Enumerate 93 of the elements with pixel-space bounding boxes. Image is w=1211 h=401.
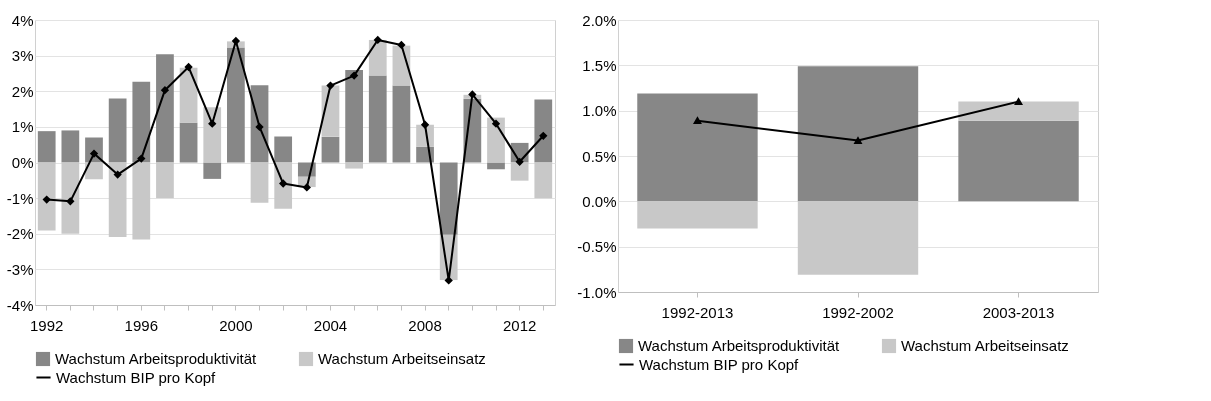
legend-label: Wachstum BIP pro Kopf [639,355,800,373]
point [184,63,193,71]
point [42,195,51,204]
bar [345,162,363,169]
point [854,137,862,144]
y-tick-label: 3% [11,47,34,65]
point [492,119,500,128]
bar [958,120,1079,202]
legend-label: Wachstum Arbeitsproduktivität [55,350,258,367]
point [326,81,335,90]
bar [37,162,56,231]
y-tick-label: 1% [11,118,34,136]
legend-label: Wachstum Arbeitseinsatz [901,337,1069,354]
bar [345,69,363,163]
bar [368,75,387,163]
bar [439,162,458,235]
bar [203,107,222,163]
point [444,276,453,285]
bar [368,39,387,76]
x-tick-label: 1992-2013 [661,303,734,321]
bar [534,99,553,163]
point [539,132,548,140]
y-tick-label: 0.5% [582,147,617,165]
bar [156,162,174,199]
bar [156,54,174,163]
x-tick-label: 2004 [313,316,348,334]
y-tick-label: -1.0% [577,283,617,301]
bar [487,117,505,163]
point [208,119,216,128]
bar [637,201,758,229]
bar [797,201,919,275]
bar [250,162,269,203]
x-tick-label: 1992-2002 [822,303,894,321]
bar [227,47,245,163]
x-tick-label: 1996 [124,316,158,334]
point [137,154,146,163]
bar [85,162,103,180]
y-tick-label: -2% [6,225,34,243]
y-tick-label: 2% [11,82,34,100]
point [279,179,287,188]
y-tick-label: -0.5% [577,238,617,256]
x-tick-label: 2008 [408,316,442,334]
bar [179,67,198,123]
point [693,117,702,125]
bar [61,130,80,163]
bar [108,98,127,163]
bar [61,162,80,234]
point [255,123,264,131]
y-tick-label: 4% [11,11,34,29]
bar [132,162,151,240]
y-tick-label: -1% [6,189,34,207]
point [303,183,311,192]
point [66,197,75,206]
bar [534,162,553,199]
point [468,90,477,99]
point [397,41,406,49]
bar [179,122,198,163]
bar [108,162,127,237]
point [350,71,358,80]
x-tick-label: 2003-2013 [982,303,1055,321]
bar [321,136,340,163]
point [1014,98,1023,105]
bar [392,85,411,163]
bar [797,66,919,202]
point [113,170,122,179]
point [374,36,382,44]
bar [132,81,151,163]
bar [203,162,222,179]
bar [510,162,529,181]
x-tick-label: 1992 [30,316,64,334]
y-tick-label: 2.0% [582,11,617,29]
legend-label: Wachstum Arbeitseinsatz [318,350,486,367]
legend-label: Wachstum BIP pro Kopf [56,368,217,386]
legend-label: Wachstum Arbeitsproduktivität [638,337,841,354]
bar [37,131,56,163]
point [161,86,169,94]
bar [274,136,293,163]
y-tick-label: -3% [6,260,34,278]
y-tick-label: 0.0% [582,192,617,210]
x-tick-label: 2000 [219,316,253,334]
y-tick-label: 1.5% [582,56,617,74]
bar [637,93,758,202]
bar [487,162,505,170]
x-tick-label: 2012 [502,316,537,334]
bar [958,101,1079,121]
y-tick-label: -4% [6,296,34,314]
point [232,37,240,45]
y-tick-label: 0% [11,154,34,171]
bar [274,162,293,209]
point [421,121,429,129]
bar [250,85,269,163]
y-tick-label: 1.0% [582,102,617,120]
point [515,158,524,166]
